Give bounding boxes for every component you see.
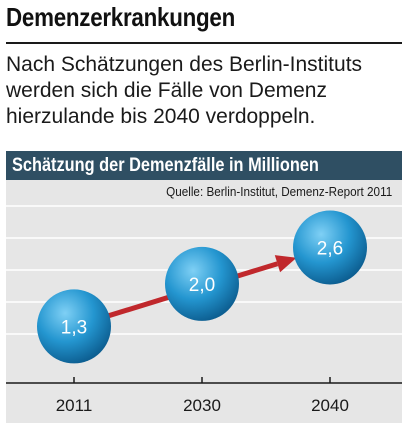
page-title: Demenzerkrankungen xyxy=(6,2,235,32)
x-tick-label-2011: 2011 xyxy=(56,396,93,415)
source-note: Quelle: Berlin-Institut, Demenz-Report 2… xyxy=(165,184,392,199)
x-axis xyxy=(6,377,402,384)
data-bubble-2040 xyxy=(293,210,367,285)
x-tick-labels: 2011 2030 2040 xyxy=(56,396,349,415)
intro-text: Nach Schätzungen des Berlin-Instituts we… xyxy=(6,53,363,128)
x-tick-label-2030: 2030 xyxy=(183,396,221,415)
chart-panel-header: Schätzung der Demenzfälle in Millionen xyxy=(6,151,402,180)
x-tick-label-2040: 2040 xyxy=(311,396,349,415)
data-label-2040: 2,6 xyxy=(317,239,343,260)
chart-title: Schätzung der Demenzfälle in Millionen xyxy=(12,155,319,176)
data-label-2030: 2,0 xyxy=(189,275,215,296)
data-bubbles: 1,3 2,0 2,6 xyxy=(37,210,367,364)
trend-arrow-head xyxy=(274,255,297,273)
title-rule xyxy=(6,42,402,44)
data-bubble-2011 xyxy=(37,289,111,364)
data-label-2011: 1,3 xyxy=(61,317,87,338)
data-bubble-2030 xyxy=(165,246,239,321)
